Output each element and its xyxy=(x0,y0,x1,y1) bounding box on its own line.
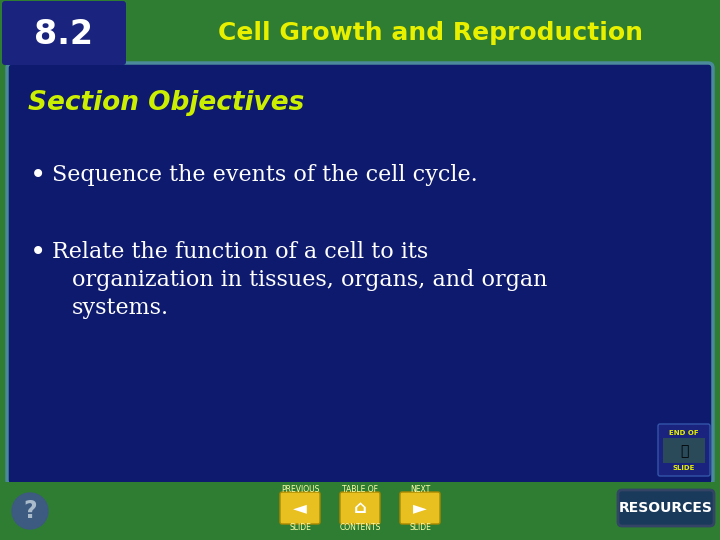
Text: Section Objectives: Section Objectives xyxy=(28,90,305,116)
Text: Cell Growth and Reproduction: Cell Growth and Reproduction xyxy=(217,21,642,45)
Text: 🐋: 🐋 xyxy=(680,444,688,458)
FancyBboxPatch shape xyxy=(280,492,320,524)
FancyBboxPatch shape xyxy=(618,490,714,526)
Text: •: • xyxy=(30,161,46,189)
Text: SLIDE: SLIDE xyxy=(672,465,696,471)
Text: CONTENTS: CONTENTS xyxy=(339,523,381,531)
Bar xyxy=(0,482,720,540)
Text: systems.: systems. xyxy=(72,297,169,319)
Text: organization in tissues, organs, and organ: organization in tissues, organs, and org… xyxy=(72,269,547,291)
Text: NEXT: NEXT xyxy=(410,484,430,494)
FancyBboxPatch shape xyxy=(2,1,126,65)
Circle shape xyxy=(12,493,48,529)
Text: ?: ? xyxy=(23,499,37,523)
Text: SLIDE: SLIDE xyxy=(409,523,431,531)
Bar xyxy=(0,0,720,65)
Text: PREVIOUS: PREVIOUS xyxy=(281,484,319,494)
FancyBboxPatch shape xyxy=(400,492,440,524)
FancyBboxPatch shape xyxy=(658,424,710,476)
Text: •: • xyxy=(30,238,46,266)
FancyBboxPatch shape xyxy=(340,492,380,524)
Text: Relate the function of a cell to its: Relate the function of a cell to its xyxy=(52,241,428,263)
Text: SLIDE: SLIDE xyxy=(289,523,311,531)
FancyBboxPatch shape xyxy=(7,63,713,485)
Text: END OF: END OF xyxy=(669,430,699,436)
Text: TABLE OF: TABLE OF xyxy=(342,484,378,494)
Text: Sequence the events of the cell cycle.: Sequence the events of the cell cycle. xyxy=(52,164,478,186)
Bar xyxy=(663,438,705,463)
Text: ◄: ◄ xyxy=(293,499,307,517)
Text: ►: ► xyxy=(413,499,427,517)
Text: ⌂: ⌂ xyxy=(354,499,366,517)
Text: 8.2: 8.2 xyxy=(35,17,94,51)
Text: RESOURCES: RESOURCES xyxy=(619,501,713,515)
